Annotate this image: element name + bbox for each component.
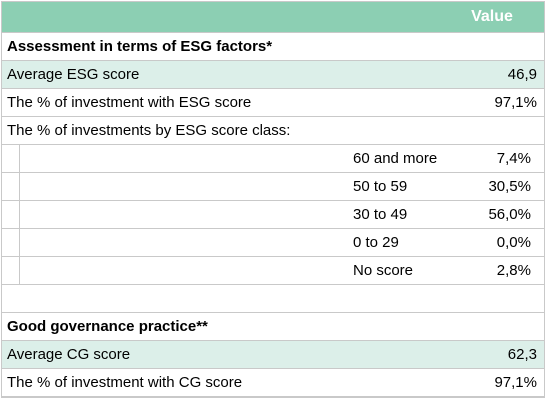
esg-coverage-row: The % of investment with ESG score 97,1% (1, 89, 545, 117)
class-left-border (1, 145, 2, 285)
table-header: Value (1, 1, 545, 33)
value-column-header: Value (471, 7, 513, 25)
esg-section-title-row: Assessment in terms of ESG factors* (1, 33, 545, 61)
esg-section-title: Assessment in terms of ESG factors* (7, 38, 273, 55)
table-row: 0 to 29 0,0% (1, 229, 545, 257)
average-cg-row: Average CG score 62,3 (1, 341, 545, 369)
cg-coverage-label: The % of investment with CG score (7, 374, 243, 391)
average-esg-label: Average ESG score (7, 66, 140, 83)
esg-class-header-label: The % of investments by ESG score class: (7, 122, 291, 139)
esg-class-value: 7,4% (496, 150, 531, 167)
esg-coverage-value: 97,1% (494, 94, 537, 111)
average-esg-row: Average ESG score 46,9 (1, 61, 545, 89)
esg-class-label: 30 to 49 (353, 206, 408, 223)
esg-class-value: 56,0% (488, 206, 531, 223)
table-row: 50 to 59 30,5% (1, 173, 545, 201)
esg-class-value: 2,8% (496, 262, 531, 279)
average-esg-value: 46,9 (507, 66, 537, 83)
esg-class-label: No score (353, 262, 414, 279)
cg-section-title-row: Good governance practice** (1, 313, 545, 341)
esg-class-label: 60 and more (353, 150, 438, 167)
table-row: 30 to 49 56,0% (1, 201, 545, 229)
spacer-row (1, 285, 545, 313)
average-cg-value: 62,3 (507, 346, 537, 363)
esg-class-value: 30,5% (488, 178, 531, 195)
esg-coverage-label: The % of investment with ESG score (7, 94, 252, 111)
esg-class-label: 50 to 59 (353, 178, 408, 195)
table-row: 60 and more 7,4% (1, 145, 545, 173)
average-cg-label: Average CG score (7, 346, 131, 363)
table-row: No score 2,8% (1, 257, 545, 285)
esg-class-value: 0,0% (496, 234, 531, 251)
cg-coverage-row: The % of investment with CG score 97,1% (1, 369, 545, 397)
esg-class-header-row: The % of investments by ESG score class: (1, 117, 545, 145)
cg-section-title: Good governance practice** (7, 318, 208, 335)
cg-coverage-value: 97,1% (494, 374, 537, 391)
class-indent-border (19, 145, 20, 285)
esg-class-label: 0 to 29 (353, 234, 399, 251)
